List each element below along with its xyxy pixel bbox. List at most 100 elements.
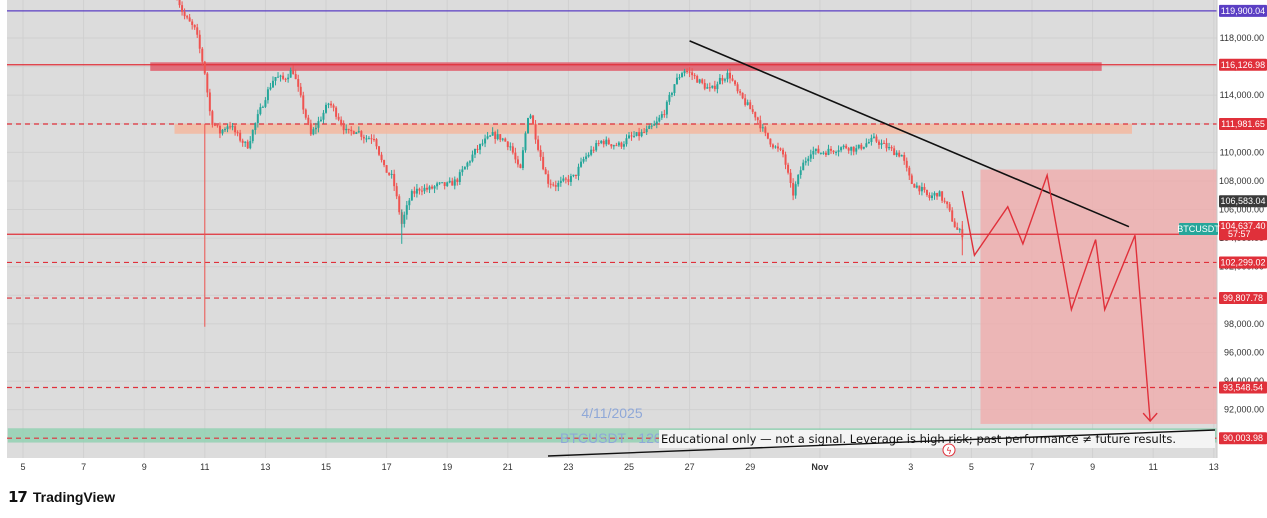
candle-body bbox=[335, 107, 338, 117]
candle-body bbox=[681, 73, 684, 78]
candle-body bbox=[948, 204, 951, 211]
candle-body bbox=[764, 127, 767, 133]
candle-body bbox=[476, 148, 479, 150]
candle-body bbox=[729, 72, 731, 79]
candle bbox=[931, 192, 933, 201]
candle bbox=[355, 131, 358, 135]
trend-line bbox=[689, 40, 1130, 228]
candle-body bbox=[365, 138, 368, 140]
candle-body bbox=[638, 132, 641, 137]
candle bbox=[254, 122, 257, 135]
candle bbox=[463, 166, 466, 170]
candle-body bbox=[380, 154, 383, 161]
price-tag-label: 111,981.65 bbox=[1221, 119, 1265, 129]
candle bbox=[266, 86, 269, 104]
candle bbox=[582, 156, 585, 164]
tradingview-logo-icon: 17 bbox=[8, 488, 28, 506]
candle-body bbox=[342, 124, 345, 131]
price-tick-label: 96,000.00 bbox=[1224, 347, 1264, 357]
candle bbox=[527, 117, 529, 134]
candle-body bbox=[420, 190, 423, 192]
candle-body bbox=[867, 142, 870, 144]
candle-body bbox=[835, 151, 838, 153]
candle-body bbox=[287, 77, 290, 80]
candle bbox=[630, 131, 633, 141]
time-tick-label: 11 bbox=[200, 462, 209, 472]
candle bbox=[521, 147, 524, 171]
candle bbox=[466, 161, 469, 170]
candle-body bbox=[208, 92, 211, 112]
time-tick-label: 7 bbox=[81, 462, 86, 472]
candle bbox=[683, 68, 686, 77]
candle bbox=[428, 185, 431, 194]
candle bbox=[501, 137, 504, 142]
candle bbox=[809, 149, 812, 162]
candle-body bbox=[438, 182, 441, 184]
candle bbox=[872, 133, 875, 139]
candle bbox=[572, 174, 575, 178]
candle-body bbox=[941, 191, 944, 201]
candle-body bbox=[809, 154, 812, 159]
candle-body bbox=[289, 70, 292, 78]
candle bbox=[178, 0, 181, 8]
candle-body bbox=[936, 192, 939, 197]
candle-body bbox=[582, 159, 585, 162]
candle-body bbox=[905, 160, 908, 168]
candle bbox=[615, 142, 618, 147]
lightning-icon[interactable]: ϟ bbox=[942, 443, 956, 457]
candle-body bbox=[292, 70, 295, 75]
candle bbox=[792, 178, 795, 201]
candle-body bbox=[347, 128, 350, 130]
candle bbox=[479, 143, 482, 155]
candle bbox=[433, 185, 436, 194]
candle bbox=[539, 145, 542, 161]
candle bbox=[403, 211, 406, 228]
candle-body bbox=[774, 146, 777, 148]
candle bbox=[681, 71, 684, 78]
candle-body bbox=[776, 146, 779, 149]
candle-body bbox=[673, 84, 676, 94]
candle bbox=[418, 187, 421, 195]
candle bbox=[660, 111, 663, 120]
candle bbox=[898, 150, 901, 158]
candle-body bbox=[224, 129, 226, 131]
candle-body bbox=[610, 144, 613, 147]
candle bbox=[617, 141, 620, 147]
candle bbox=[827, 144, 830, 156]
candle-body bbox=[405, 205, 408, 215]
candle bbox=[653, 120, 656, 126]
candle bbox=[302, 91, 305, 115]
candle-body bbox=[367, 138, 370, 140]
candle-body bbox=[630, 135, 633, 137]
candle bbox=[668, 92, 671, 105]
candle bbox=[569, 173, 572, 186]
candle bbox=[218, 122, 221, 139]
candle-body bbox=[572, 174, 575, 177]
candle-body bbox=[256, 114, 259, 124]
candle-body bbox=[415, 188, 418, 194]
disclaimer-text: Educational only — not a signal. Leverag… bbox=[661, 432, 1176, 446]
candle bbox=[350, 126, 353, 136]
candle bbox=[511, 142, 514, 155]
price-tag-label: 102,299.02 bbox=[1220, 257, 1265, 267]
price-tick-label: 114,000.00 bbox=[1220, 90, 1264, 100]
candle bbox=[246, 139, 249, 149]
candle bbox=[835, 150, 838, 156]
candle bbox=[544, 167, 547, 175]
candle bbox=[910, 173, 913, 185]
candle bbox=[718, 74, 721, 85]
candle bbox=[213, 122, 216, 127]
candle-body bbox=[269, 87, 272, 90]
candle bbox=[832, 150, 835, 155]
candle bbox=[436, 181, 439, 190]
candle bbox=[312, 127, 315, 136]
time-axis[interactable]: 5 7 9 11 13 15 17 19 21 23 25 27 29 Nov 3 5 7 9 11 13 bbox=[20, 462, 1218, 472]
candle bbox=[908, 165, 911, 180]
last-price-label: 104,637.40 bbox=[1220, 221, 1265, 231]
candle-body bbox=[595, 143, 598, 151]
candle bbox=[782, 147, 785, 158]
candle bbox=[819, 152, 822, 155]
tradingview-logo[interactable]: 17 TradingView bbox=[8, 487, 115, 507]
candle bbox=[749, 99, 752, 110]
